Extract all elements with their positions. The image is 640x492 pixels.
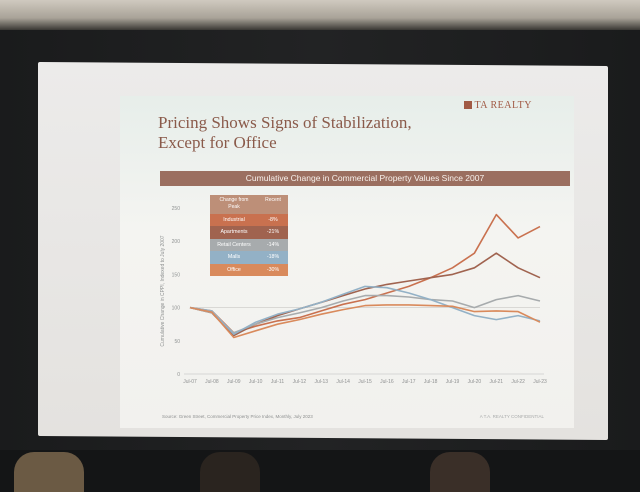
audience-head bbox=[430, 452, 490, 492]
ceiling bbox=[0, 0, 640, 30]
brand-logo: TA REALTY bbox=[463, 100, 533, 111]
x-tick-label: Jul-07 bbox=[183, 379, 197, 385]
table-row-name: Industrial bbox=[223, 217, 245, 223]
series-line bbox=[189, 252, 541, 337]
x-tick-label: Jul-10 bbox=[249, 379, 263, 385]
chart-title-banner: Cumulative Change in Commercial Property… bbox=[160, 171, 570, 186]
y-tick-label: 0 bbox=[177, 372, 180, 378]
table-row-value: -14% bbox=[266, 241, 280, 248]
slide-title: Pricing Shows Signs of Stabilization, Ex… bbox=[158, 113, 538, 153]
source-note: Source: Green Street, Commercial Propert… bbox=[162, 414, 313, 419]
table-row-value: -18% bbox=[266, 254, 280, 261]
x-tick-label: Jul-22 bbox=[511, 379, 525, 385]
y-tick-label: 50 bbox=[174, 339, 180, 345]
y-tick-label: 200 bbox=[172, 239, 181, 245]
series-line bbox=[189, 294, 541, 334]
line-chart: 0 50 100 150 200 250 Jul-07 Jul-08 Jul-09 Jul-10 J… bbox=[160, 206, 547, 385]
table-row: Apartments -21% bbox=[210, 226, 288, 239]
x-tick-label: Jul-21 bbox=[489, 379, 503, 385]
slide-title-line-2: Except for Office bbox=[158, 133, 277, 152]
table-header-recent: Recent bbox=[265, 197, 281, 203]
x-tick-label: Jul-15 bbox=[358, 379, 372, 385]
x-tick-label: Jul-11 bbox=[271, 379, 284, 385]
x-tick-label: Jul-08 bbox=[205, 379, 219, 385]
x-tick-label: Jul-20 bbox=[468, 379, 482, 385]
table-row-value: -30% bbox=[266, 266, 280, 273]
x-tick-label: Jul-17 bbox=[402, 379, 416, 385]
table-row: Malls -18% bbox=[210, 251, 288, 264]
audience-head bbox=[200, 452, 260, 492]
y-tick-label: 100 bbox=[172, 306, 181, 312]
table-header-change: Change from Peak bbox=[219, 197, 249, 210]
table-row-name: Malls bbox=[227, 254, 241, 261]
x-tick-label: Jul-16 bbox=[380, 379, 394, 385]
x-tick-label: Jul-09 bbox=[227, 379, 241, 385]
audience-head bbox=[14, 452, 84, 492]
x-tick-label: Jul-23 bbox=[533, 379, 547, 385]
table-row-name: Office bbox=[227, 266, 241, 273]
table-row-value: -8% bbox=[268, 217, 278, 223]
table-header: Change from Peak Recent bbox=[210, 195, 288, 214]
x-tick-label: Jul-12 bbox=[293, 379, 307, 385]
peak-change-table: Change from Peak Recent Industrial -8% Apa… bbox=[210, 195, 288, 276]
y-tick-label: 250 bbox=[172, 206, 181, 212]
y-axis-label: Cumulative Change in CPPI, Indexed to Ju… bbox=[160, 235, 166, 346]
y-tick-label: 150 bbox=[172, 272, 181, 278]
x-tick-label: Jul-18 bbox=[424, 379, 438, 385]
x-tick-label: Jul-19 bbox=[446, 379, 460, 385]
brand-mark-icon bbox=[463, 101, 472, 109]
table-row-value: -21% bbox=[266, 229, 280, 236]
table-row-name: Apartments bbox=[220, 229, 248, 236]
slide-title-line-1: Pricing Shows Signs of Stabilization, bbox=[158, 113, 412, 132]
series-line bbox=[189, 304, 541, 339]
table-row-name: Retail Centers bbox=[217, 241, 251, 248]
table-row: Office -30% bbox=[210, 263, 288, 276]
table-row: Industrial -8% bbox=[210, 214, 288, 227]
brand-name: TA REALTY bbox=[474, 100, 532, 111]
x-tick-label: Jul-13 bbox=[314, 379, 328, 385]
series-line bbox=[189, 285, 541, 335]
confidential-note: A T.A. REALTY CONFIDENTIAL bbox=[479, 414, 544, 419]
presentation-slide: TA REALTY Pricing Shows Signs of Stabili… bbox=[120, 96, 574, 428]
x-tick-label: Jul-14 bbox=[336, 379, 350, 385]
table-row: Retail Centers -14% bbox=[210, 238, 288, 252]
